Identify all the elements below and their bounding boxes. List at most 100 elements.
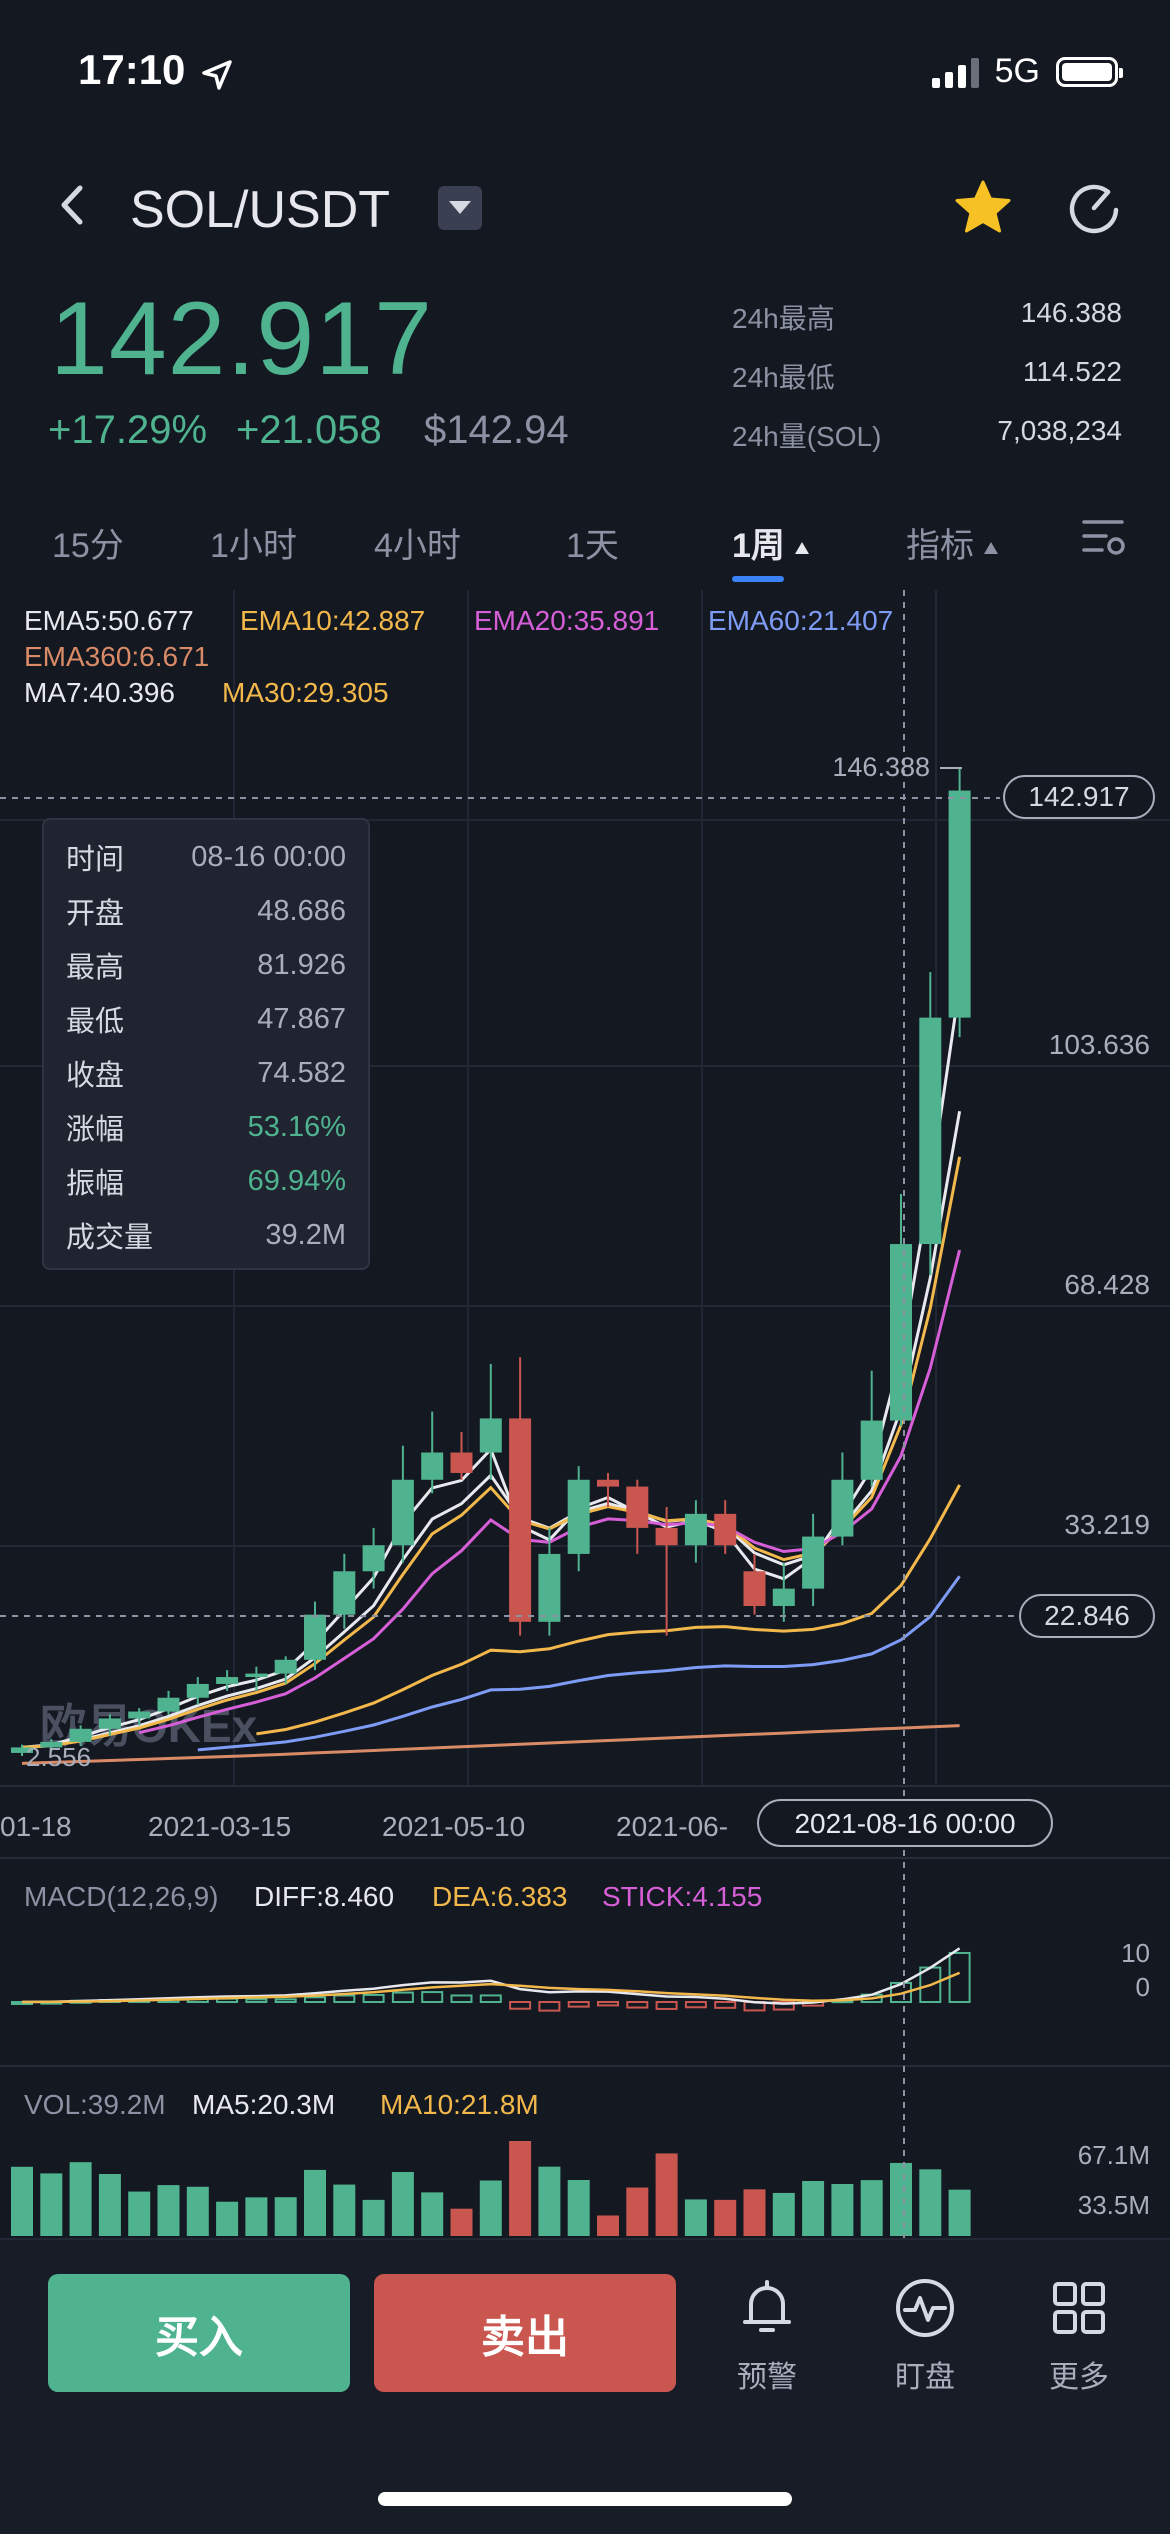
sell-button[interactable]: 卖出 <box>374 2274 676 2392</box>
refresh-icon[interactable] <box>1064 180 1124 240</box>
date-axis-label: 2021-03-15 <box>148 1811 291 1842</box>
candle-body <box>157 1697 180 1712</box>
pair-dropdown-icon[interactable] <box>438 186 482 230</box>
macd-axis-label: 10 <box>1121 1938 1150 1968</box>
status-indicators: 5G <box>931 52 1123 91</box>
volume-bar <box>626 2187 649 2236</box>
candle-body <box>274 1659 297 1674</box>
home-indicator <box>378 2492 792 2506</box>
volume-bar <box>450 2208 473 2236</box>
buy-button[interactable]: 买入 <box>48 2274 350 2392</box>
price-axis-label: 33.219 <box>1064 1509 1150 1540</box>
tab-1h[interactable]: 1小时 <box>210 527 297 565</box>
volume-bar <box>890 2162 912 2236</box>
grid-icon <box>1053 2282 1105 2334</box>
macd-diff: DIFF:8.460 <box>254 1881 394 1912</box>
macd-stick: STICK:4.155 <box>602 1881 762 1912</box>
candle-body <box>860 1420 883 1480</box>
kline-chart[interactable]: 欧易OKEx EMA5:50.677 EMA10:42.887 EMA20:35… <box>0 588 1170 2238</box>
tab-15m[interactable]: 15分 <box>52 527 124 565</box>
nav-alert-label: 预警 <box>737 2361 797 2394</box>
battery-icon <box>1056 56 1123 87</box>
legend-ema5: EMA5:50.677 <box>24 605 194 636</box>
candle-body <box>684 1513 707 1546</box>
macd-axis-label: 0 <box>1136 1972 1150 2002</box>
status-time: 17:10 <box>78 46 186 93</box>
candle-info-box: 时间 08-16 00:00 开盘 48.686 最高 81.926 最低 47.867… <box>42 818 370 1270</box>
last-price: 142.917 <box>50 281 433 397</box>
stat-24h-high-label: 24h最高 <box>732 303 835 334</box>
crosshair-price-pill <box>1019 1594 1155 1638</box>
network-type: 5G <box>994 52 1040 90</box>
macd-title: MACD(12,26,9) <box>24 1881 219 1912</box>
tab-1w[interactable]: 1周 <box>732 518 809 567</box>
signal-icon <box>931 56 979 88</box>
candle-body <box>743 1571 766 1606</box>
nav-watch-label: 盯盘 <box>895 2361 955 2394</box>
info-row-change: 涨幅 53.16% <box>66 1110 346 1147</box>
volume-bar <box>304 2169 326 2236</box>
macd-bar <box>479 1994 502 2003</box>
volume-bar <box>597 2215 619 2236</box>
volume-bar <box>216 2201 239 2236</box>
date-axis-label: 2021-06- <box>616 1811 728 1842</box>
stat-24h-volume-value: 7,038,234 <box>997 415 1122 446</box>
vol-title: VOL:39.2M <box>24 2089 166 2120</box>
volume-bar <box>479 2180 502 2236</box>
candle-body <box>333 1571 356 1615</box>
volume-bar <box>186 2186 209 2236</box>
macd-bar <box>597 2001 619 2007</box>
legend-ema10: EMA10:42.887 <box>240 605 425 636</box>
candle-body <box>948 790 971 1018</box>
candle-body <box>626 1486 649 1528</box>
stat-24h-volume-label: 24h量(SOL) <box>732 421 882 452</box>
macd-bar <box>684 2001 707 2009</box>
macd-bar <box>362 1993 385 2004</box>
date-axis-label: 01-18 <box>0 1811 72 1842</box>
low-price-mark: 2.556 <box>26 1742 91 1772</box>
macd-bar <box>567 2001 590 2008</box>
candle-body <box>714 1513 737 1546</box>
volume-bar <box>362 2199 385 2236</box>
macd-bar <box>245 1998 268 2004</box>
candle-body <box>11 1747 33 1753</box>
candle-body <box>802 1536 825 1589</box>
indicator-dropdown-icon <box>984 542 998 555</box>
tab-indicators[interactable]: 指标 <box>906 518 998 567</box>
candle-body <box>450 1452 473 1473</box>
nav-alert[interactable]: 预警 <box>712 2276 822 2396</box>
chart-settings-icon[interactable] <box>1082 518 1126 558</box>
stat-24h-low-value: 114.522 <box>1022 356 1122 387</box>
ema360-line <box>21 1724 960 1765</box>
favorite-star-icon[interactable] <box>952 178 1014 238</box>
date-axis-label: 2021-05-10 <box>382 1811 525 1842</box>
volume-panel <box>11 2141 971 2236</box>
volume-bar <box>919 2169 942 2236</box>
macd-bar <box>304 1996 326 2003</box>
candle-body <box>421 1452 444 1480</box>
usd-price: $142.94 <box>424 408 569 452</box>
volume-bar <box>860 2180 883 2236</box>
crosshair-date-label: 2021-08-16 00:00 <box>794 1808 1015 1839</box>
nav-more[interactable]: 更多 <box>1024 2276 1134 2396</box>
macd-bar <box>274 1998 297 2003</box>
volume-bar <box>772 2192 795 2236</box>
macd-diff-line <box>21 1947 961 2005</box>
back-button[interactable] <box>48 180 98 230</box>
macd-bar <box>772 2001 795 2011</box>
tab-4h[interactable]: 4小时 <box>374 527 461 565</box>
macd-bar <box>714 2001 737 2009</box>
macd-bar <box>626 2001 649 2009</box>
volume-bar <box>567 2180 590 2236</box>
volume-bar <box>98 2174 121 2236</box>
candle-body <box>69 1728 92 1742</box>
macd-panel <box>11 1947 971 2012</box>
tab-1d[interactable]: 1天 <box>566 527 619 565</box>
candle-body <box>772 1588 795 1606</box>
volume-bar <box>831 2184 854 2236</box>
nav-watch[interactable]: 盯盘 <box>870 2276 980 2396</box>
volume-bar <box>509 2141 532 2236</box>
pair-title[interactable]: SOL/USDT <box>130 181 391 239</box>
legend-ema20: EMA20:35.891 <box>474 605 659 636</box>
vol-axis-label: 33.5M <box>1078 2190 1150 2220</box>
